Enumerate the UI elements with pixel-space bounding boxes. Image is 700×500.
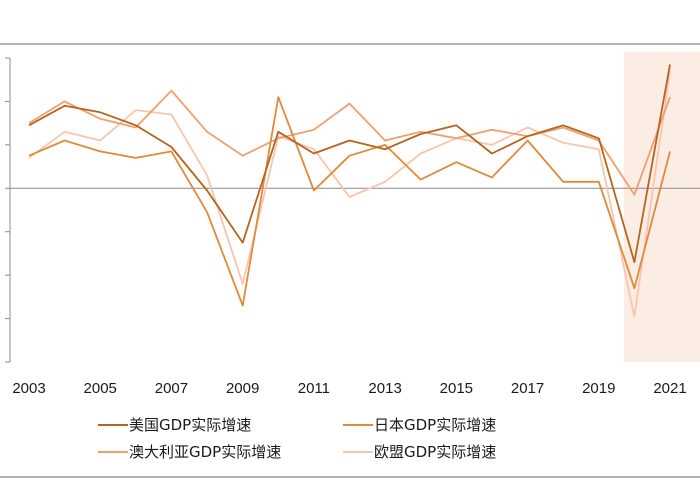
highlight-region	[623, 52, 700, 362]
series-lines	[28, 64, 671, 318]
series-line-2	[28, 96, 671, 307]
x-tick-label: 2005	[84, 380, 117, 397]
x-tick-label: 2013	[368, 380, 401, 397]
legend-label: 日本GDP实际增速	[374, 416, 496, 434]
x-tick-label: 2003	[12, 380, 45, 397]
series-line-1	[28, 64, 671, 264]
x-tick-label: 2019	[582, 380, 615, 397]
y-axis-ticks	[5, 57, 10, 363]
x-tick-label: 2011	[298, 380, 330, 397]
x-tick-label: 2009	[226, 380, 259, 397]
x-tick-label: 2021	[653, 380, 686, 397]
x-axis-labels: 2003 2005 2007 2009 2011 2013 2015 2017 2019 2021	[12, 380, 686, 397]
series-line-3	[28, 89, 671, 196]
series-line-4	[28, 70, 671, 318]
legend-label: 欧盟GDP实际增速	[374, 443, 496, 461]
legend-label: 美国GDP实际增速	[129, 416, 251, 434]
legend-label: 澳大利亚GDP实际增速	[129, 443, 281, 461]
x-tick-label: 2017	[511, 380, 544, 397]
x-tick-label: 2007	[155, 380, 188, 397]
x-tick-label: 2015	[440, 380, 473, 397]
